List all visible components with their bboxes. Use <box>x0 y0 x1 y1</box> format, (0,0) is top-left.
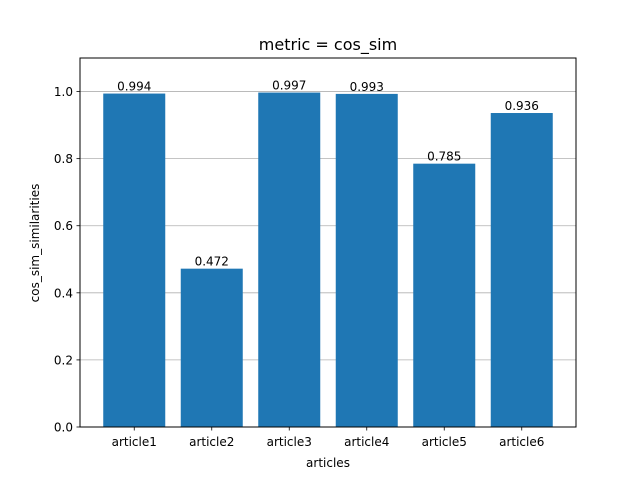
bar-article2 <box>180 268 243 427</box>
data-label: 0.994 <box>117 80 151 94</box>
bar-article5 <box>413 163 476 427</box>
x-tick-label: article1 <box>112 435 157 449</box>
bar-article3 <box>258 92 321 427</box>
bar-article4 <box>335 93 398 427</box>
y-tick-label: 0.4 <box>54 286 73 300</box>
x-tick-label: article4 <box>344 435 389 449</box>
x-axis-ticks: article1 article2 article3 article4 article5… <box>112 427 544 449</box>
bars <box>103 92 553 428</box>
data-label: 0.785 <box>427 150 461 164</box>
y-tick-label: 0.8 <box>54 152 73 166</box>
data-label: 0.997 <box>272 79 306 93</box>
data-label: 0.936 <box>505 99 539 113</box>
y-tick-label: 0.2 <box>54 353 73 367</box>
y-tick-label: 1.0 <box>54 85 73 99</box>
x-tick-label: article5 <box>422 435 467 449</box>
x-tick-label: article2 <box>189 435 234 449</box>
bar-article6 <box>490 113 553 428</box>
plot-frame <box>79 57 577 428</box>
y-tick-label: 0.6 <box>54 219 73 233</box>
x-tick-label: article6 <box>499 435 544 449</box>
y-tick-label: 0.0 <box>54 421 73 435</box>
data-label: 0.472 <box>195 255 229 269</box>
bar-article1 <box>103 93 166 428</box>
x-axis-label: articles <box>306 456 350 470</box>
y-axis-label: cos_sim_similarities <box>28 184 42 303</box>
x-tick-label: article3 <box>267 435 312 449</box>
data-labels: 0.994 0.472 0.997 0.993 0.785 0.936 <box>117 79 539 269</box>
data-label: 0.993 <box>350 80 384 94</box>
y-axis-ticks: 0.0 0.2 0.4 0.6 0.8 1.0 <box>54 85 80 435</box>
chart-title: metric = cos_sim <box>259 35 397 55</box>
